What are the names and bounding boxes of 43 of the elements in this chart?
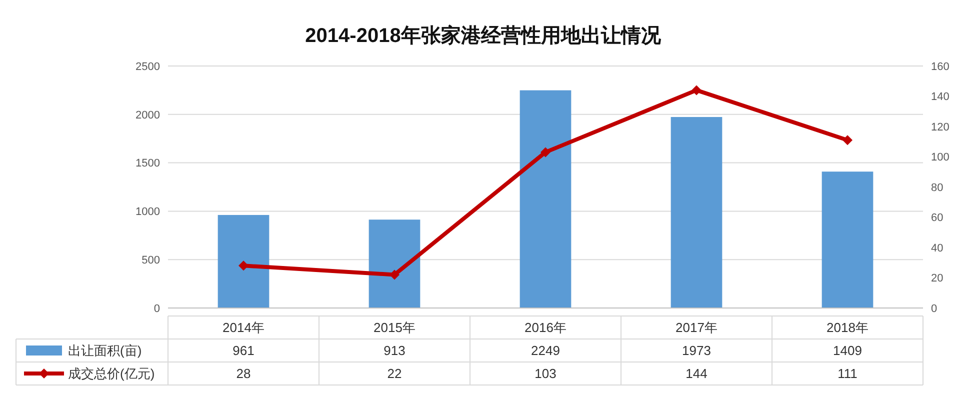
point xyxy=(692,85,702,96)
data-label: 1973 xyxy=(682,343,711,358)
point xyxy=(842,135,852,146)
y2-tick-label: 60 xyxy=(931,212,944,224)
bar xyxy=(368,220,420,308)
data-label: 913 xyxy=(384,343,406,358)
data-label: 144 xyxy=(686,366,708,382)
x-tick-label: 2017年 xyxy=(676,320,718,336)
point xyxy=(238,260,248,271)
x-tick-label: 2018年 xyxy=(826,320,868,336)
x-tick-label: 2016年 xyxy=(524,320,566,336)
point xyxy=(540,147,550,158)
bar xyxy=(218,214,270,308)
bar xyxy=(670,117,722,308)
y2-tick-label: 160 xyxy=(931,60,950,73)
data-label: 28 xyxy=(236,366,251,382)
y2-tick-label: 20 xyxy=(931,272,944,285)
y-tick-label: 2500 xyxy=(136,60,160,73)
chart-title: 2014-2018年张家港经营性用地出让情况 xyxy=(305,24,662,47)
point xyxy=(390,270,400,280)
data-label: 961 xyxy=(232,343,254,358)
y2-tick-label: 100 xyxy=(931,152,950,164)
y2-tick-label: 120 xyxy=(931,121,950,134)
data-label: 111 xyxy=(838,366,858,382)
bar xyxy=(520,90,572,308)
x-tick-label: 2015年 xyxy=(374,320,416,336)
y2-tick-label: 140 xyxy=(931,91,950,104)
y2-tick-label: 0 xyxy=(931,302,938,315)
y-tick-label: 1500 xyxy=(136,158,160,170)
y2-tick-label: 80 xyxy=(931,182,944,194)
data-label: 103 xyxy=(534,366,556,382)
x-tick-label: 2014年 xyxy=(222,320,264,336)
data-label: 2249 xyxy=(531,343,560,358)
legend-label: 成交总价(亿元) xyxy=(68,366,155,382)
y-tick-label: 0 xyxy=(154,302,160,315)
y-tick-label: 2000 xyxy=(136,109,160,122)
y-tick-label: 1000 xyxy=(136,206,160,218)
y-tick-label: 500 xyxy=(142,254,160,266)
data-label: 1409 xyxy=(833,343,862,358)
y2-tick-label: 40 xyxy=(931,242,944,254)
legend-label: 出让面积(亩) xyxy=(68,343,142,358)
data-label: 22 xyxy=(387,366,402,382)
bar xyxy=(822,172,874,308)
